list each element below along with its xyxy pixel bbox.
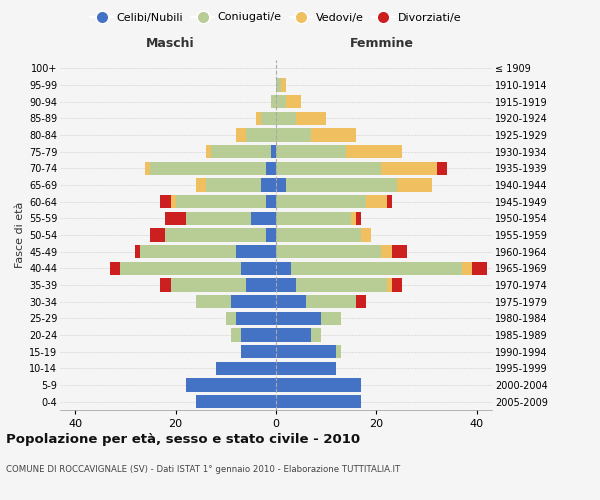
Bar bbox=[170, 195, 176, 208]
Bar bbox=[286, 95, 301, 108]
Bar bbox=[276, 162, 382, 175]
Bar bbox=[196, 295, 231, 308]
Bar bbox=[356, 212, 361, 225]
Bar bbox=[276, 262, 291, 275]
Bar bbox=[151, 228, 166, 241]
Text: COMUNE DI ROCCAVIGNALE (SV) - Dati ISTAT 1° gennaio 2010 - Elaborazione TUTTITAL: COMUNE DI ROCCAVIGNALE (SV) - Dati ISTAT… bbox=[6, 466, 400, 474]
Bar bbox=[236, 128, 246, 141]
Bar bbox=[356, 295, 367, 308]
Bar bbox=[231, 295, 276, 308]
Bar bbox=[276, 178, 286, 192]
Bar bbox=[352, 212, 356, 225]
Bar bbox=[241, 345, 276, 358]
Bar bbox=[160, 278, 170, 291]
Bar bbox=[386, 195, 392, 208]
Bar bbox=[226, 312, 236, 325]
Bar bbox=[241, 262, 276, 275]
Bar bbox=[276, 245, 382, 258]
Bar bbox=[145, 162, 151, 175]
Bar bbox=[176, 195, 266, 208]
Bar bbox=[170, 278, 246, 291]
Bar bbox=[276, 362, 336, 375]
Bar bbox=[196, 395, 276, 408]
Bar bbox=[261, 112, 276, 125]
Bar bbox=[367, 195, 386, 208]
Bar bbox=[276, 395, 361, 408]
Bar bbox=[206, 178, 261, 192]
Bar bbox=[185, 212, 251, 225]
Bar bbox=[136, 245, 140, 258]
Bar bbox=[151, 162, 266, 175]
Bar bbox=[261, 178, 276, 192]
Bar bbox=[386, 278, 392, 291]
Bar bbox=[185, 378, 276, 392]
Bar bbox=[276, 95, 286, 108]
Bar bbox=[216, 362, 276, 375]
Bar bbox=[206, 145, 211, 158]
Bar bbox=[196, 178, 206, 192]
Text: Maschi: Maschi bbox=[146, 37, 195, 50]
Bar bbox=[281, 78, 286, 92]
Bar bbox=[286, 178, 397, 192]
Bar bbox=[346, 145, 401, 158]
Bar bbox=[166, 228, 266, 241]
Bar bbox=[211, 145, 271, 158]
Bar bbox=[321, 312, 341, 325]
Bar bbox=[120, 262, 241, 275]
Bar bbox=[437, 162, 447, 175]
Bar bbox=[397, 178, 432, 192]
Bar bbox=[140, 245, 236, 258]
Bar bbox=[276, 295, 306, 308]
Bar bbox=[392, 245, 407, 258]
Bar bbox=[462, 262, 472, 275]
Bar bbox=[291, 262, 462, 275]
Bar bbox=[276, 278, 296, 291]
Bar bbox=[311, 128, 356, 141]
Bar bbox=[276, 128, 311, 141]
Bar bbox=[296, 278, 386, 291]
Bar bbox=[276, 312, 321, 325]
Bar bbox=[276, 78, 281, 92]
Bar bbox=[251, 212, 276, 225]
Legend: Celibi/Nubili, Coniugati/e, Vedovi/e, Divorziati/e: Celibi/Nubili, Coniugati/e, Vedovi/e, Di… bbox=[86, 8, 466, 27]
Bar bbox=[166, 212, 185, 225]
Bar bbox=[236, 312, 276, 325]
Bar bbox=[296, 112, 326, 125]
Bar bbox=[276, 228, 361, 241]
Bar bbox=[246, 278, 276, 291]
Bar bbox=[276, 378, 361, 392]
Bar bbox=[361, 228, 371, 241]
Bar bbox=[231, 328, 241, 342]
Y-axis label: Fasce di età: Fasce di età bbox=[14, 202, 25, 268]
Bar bbox=[276, 328, 311, 342]
Bar bbox=[311, 328, 321, 342]
Bar bbox=[276, 345, 336, 358]
Bar bbox=[382, 162, 437, 175]
Bar bbox=[256, 112, 261, 125]
Bar bbox=[160, 195, 170, 208]
Bar bbox=[246, 128, 276, 141]
Bar bbox=[276, 195, 367, 208]
Bar bbox=[382, 245, 392, 258]
Bar bbox=[472, 262, 487, 275]
Bar bbox=[241, 328, 276, 342]
Bar bbox=[266, 195, 276, 208]
Bar bbox=[266, 162, 276, 175]
Bar bbox=[236, 245, 276, 258]
Text: Femmine: Femmine bbox=[349, 37, 413, 50]
Bar bbox=[266, 228, 276, 241]
Bar bbox=[336, 345, 341, 358]
Bar bbox=[271, 95, 276, 108]
Bar bbox=[392, 278, 401, 291]
Bar bbox=[110, 262, 120, 275]
Bar bbox=[276, 112, 296, 125]
Bar bbox=[276, 212, 352, 225]
Bar bbox=[306, 295, 356, 308]
Text: Popolazione per età, sesso e stato civile - 2010: Popolazione per età, sesso e stato civil… bbox=[6, 432, 360, 446]
Bar bbox=[271, 145, 276, 158]
Bar bbox=[276, 145, 346, 158]
